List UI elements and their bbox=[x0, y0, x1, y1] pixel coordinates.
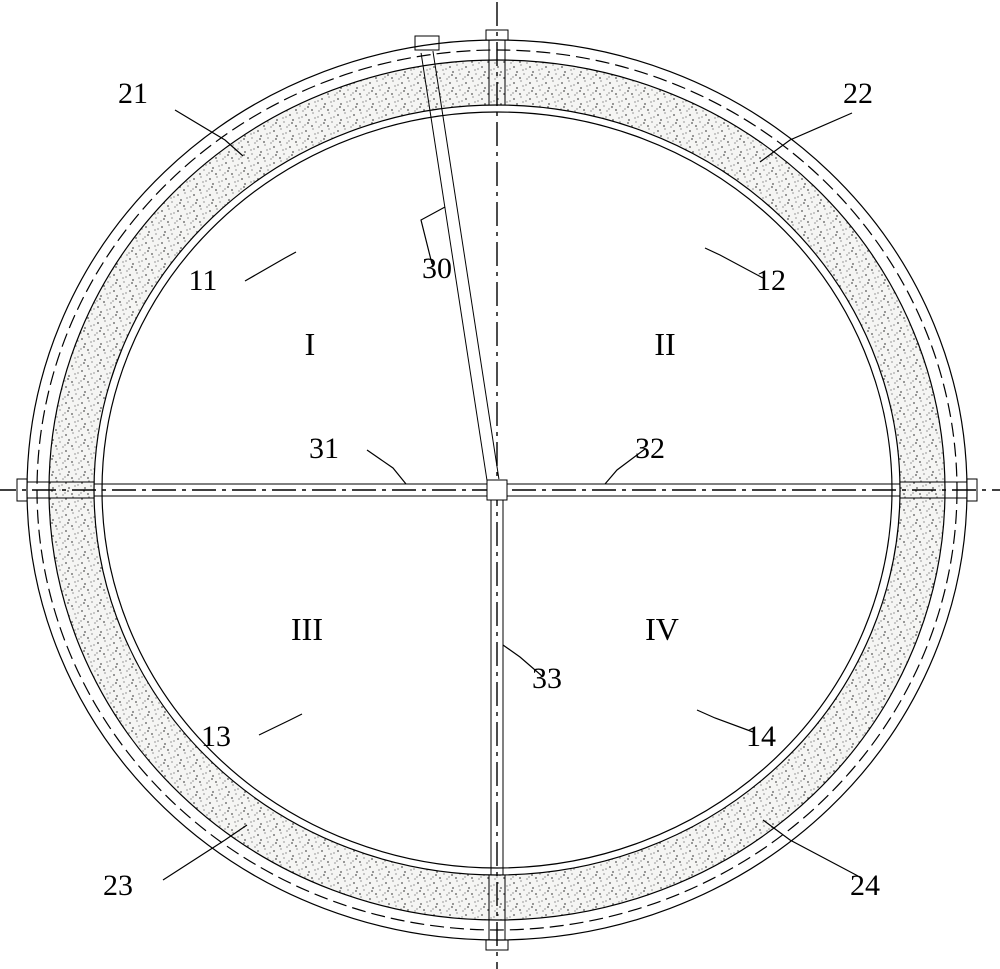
quadrant-label-i: I bbox=[305, 326, 316, 362]
callout-22: 22 bbox=[843, 77, 873, 110]
callout-23: 23 bbox=[103, 869, 133, 902]
quadrant-label-iii: III bbox=[291, 611, 323, 647]
callout-30: 30 bbox=[422, 252, 452, 285]
joint-top-tilt bbox=[415, 36, 439, 50]
callout-14: 14 bbox=[746, 720, 776, 753]
callout-13: 13 bbox=[201, 720, 231, 753]
leader-31 bbox=[367, 450, 406, 484]
leader-24 bbox=[763, 820, 858, 876]
callout-31: 31 bbox=[309, 432, 339, 465]
leader-23 bbox=[163, 825, 247, 880]
leader-11 bbox=[245, 252, 296, 281]
leader-14 bbox=[697, 710, 753, 732]
callout-21: 21 bbox=[118, 77, 148, 110]
callout-12: 12 bbox=[756, 264, 786, 297]
callout-33: 33 bbox=[532, 662, 562, 695]
hub bbox=[487, 480, 507, 500]
quadrant-label-ii: II bbox=[654, 326, 675, 362]
callout-11: 11 bbox=[189, 264, 218, 297]
leader-12 bbox=[705, 248, 763, 278]
quadrant-label-iv: IV bbox=[645, 611, 679, 647]
leader-13 bbox=[259, 714, 302, 735]
callout-32: 32 bbox=[635, 432, 665, 465]
callout-24: 24 bbox=[850, 869, 880, 902]
